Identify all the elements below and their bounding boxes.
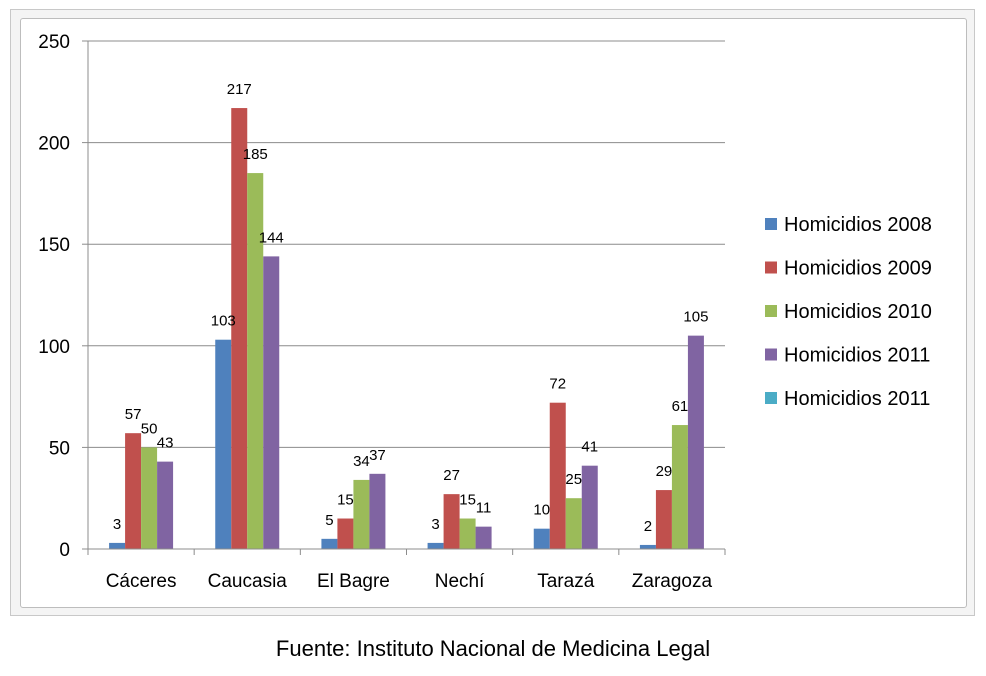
x-category-label: Caucasia	[208, 571, 288, 592]
bar	[565, 498, 582, 549]
bar	[263, 256, 280, 549]
bar	[427, 542, 444, 549]
bar	[533, 528, 550, 549]
x-category-label: El Bagre	[317, 571, 390, 592]
data-label: 37	[369, 447, 386, 464]
bar	[443, 494, 460, 549]
data-label: 2	[644, 518, 652, 535]
y-tick-label: 150	[38, 235, 70, 256]
source-caption: Fuente: Instituto Nacional de Medicina L…	[275, 636, 711, 661]
legend-label: Homicidios 2009	[784, 258, 932, 280]
data-label: 3	[431, 516, 439, 533]
data-label: 10	[533, 502, 550, 519]
bar	[109, 542, 126, 549]
x-category-label: Tarazá	[537, 571, 594, 592]
data-label: 25	[565, 471, 582, 488]
legend-swatch	[765, 392, 777, 404]
bar	[125, 433, 142, 549]
legend-swatch	[765, 261, 777, 274]
data-label: 15	[459, 492, 476, 509]
data-label: 43	[157, 435, 174, 452]
legend-label: Homicidios 2008	[784, 214, 932, 236]
legend: Homicidios 2008 Homicidios 2009 Homicidios…	[765, 214, 932, 410]
data-label: 217	[227, 81, 252, 98]
legend-swatch	[765, 218, 777, 230]
data-label: 144	[259, 229, 284, 246]
bar	[549, 402, 566, 549]
bars	[109, 108, 704, 549]
bar	[337, 518, 354, 549]
bar	[687, 335, 704, 549]
y-tick-label: 250	[38, 32, 70, 53]
legend-swatch	[765, 348, 777, 361]
y-tick-label: 100	[38, 337, 70, 358]
bar	[247, 173, 264, 549]
bar	[215, 339, 232, 549]
data-label: 15	[337, 492, 354, 509]
data-label: 103	[211, 313, 236, 330]
x-category-label: Zaragoza	[632, 571, 713, 592]
data-label: 11	[476, 500, 492, 517]
bar	[231, 108, 248, 549]
data-label: 41	[581, 439, 598, 456]
data-label: 185	[243, 146, 268, 163]
bar	[671, 425, 688, 549]
bar	[321, 538, 338, 549]
data-label: 34	[353, 453, 370, 470]
data-label: 27	[443, 467, 460, 484]
gridlines	[88, 40, 725, 448]
data-label: 105	[683, 309, 708, 326]
bar	[475, 526, 492, 549]
legend-label: Homicidios 2010	[784, 301, 932, 323]
bar	[141, 447, 158, 549]
data-label: 61	[672, 398, 689, 415]
bar	[369, 473, 386, 549]
bar	[459, 518, 476, 549]
bar	[655, 490, 672, 549]
data-label: 29	[656, 463, 673, 480]
bar	[639, 544, 656, 549]
y-tick-label: 50	[49, 438, 70, 459]
bar	[157, 461, 174, 549]
data-label: 3	[113, 516, 121, 533]
chart-frame	[20, 18, 967, 608]
y-tick-label: 200	[38, 134, 70, 155]
data-label: 50	[141, 420, 158, 437]
data-label: 5	[325, 512, 333, 529]
x-category-label: Nechí	[435, 571, 485, 592]
data-label: 57	[125, 406, 142, 423]
legend-swatch	[765, 305, 777, 317]
x-category-label: Cáceres	[106, 571, 177, 592]
bar	[581, 465, 598, 549]
legend-label: Homicidios 2011	[784, 345, 930, 367]
bar	[353, 479, 370, 549]
legend-label: Homicidios 2011	[784, 388, 930, 410]
data-label: 72	[549, 376, 566, 393]
y-tick-label: 0	[59, 540, 70, 561]
